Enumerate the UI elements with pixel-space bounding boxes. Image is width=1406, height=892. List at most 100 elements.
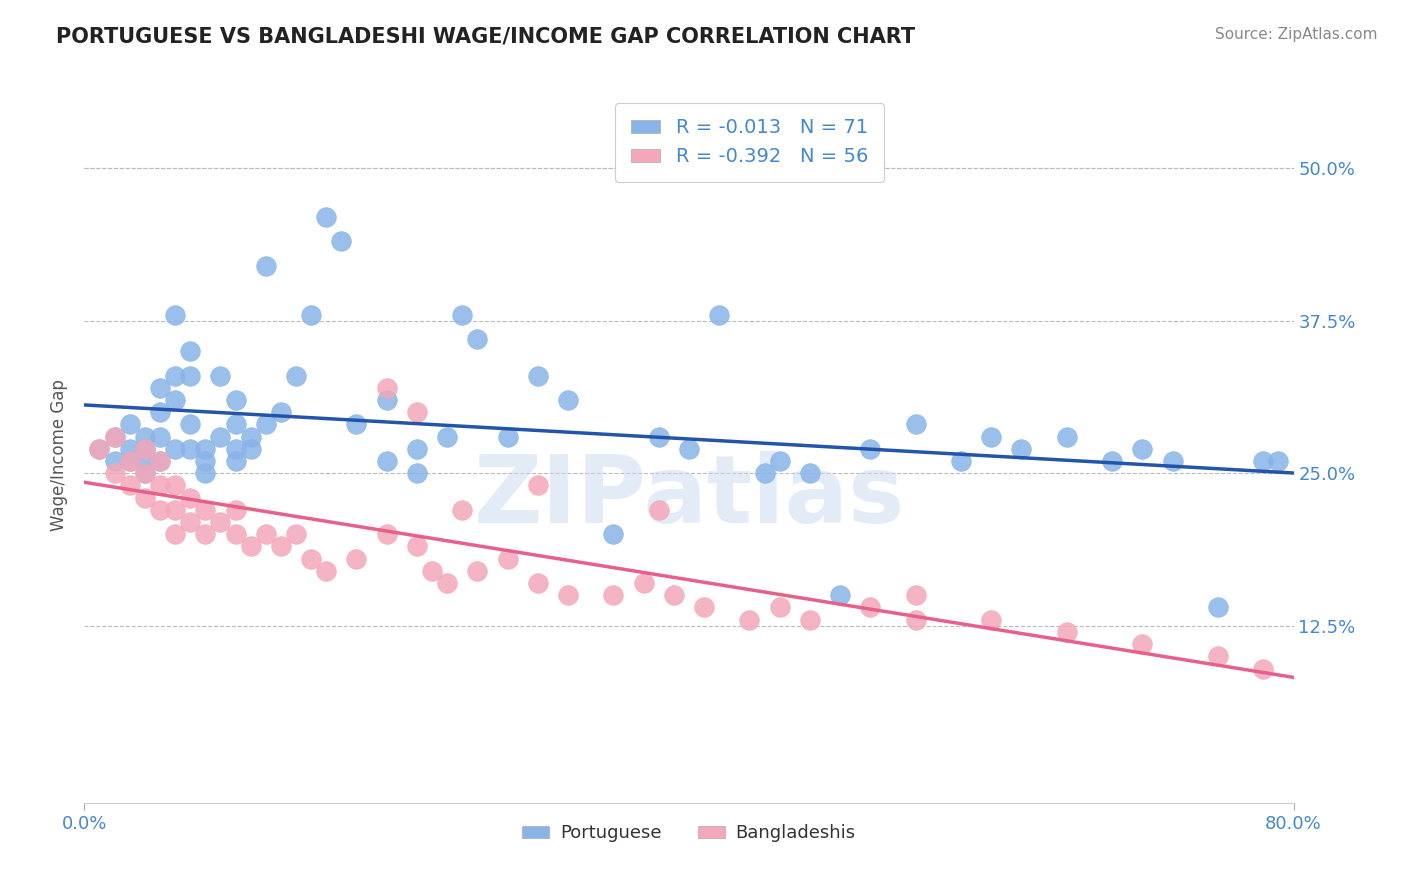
Point xyxy=(270,540,292,554)
Point xyxy=(194,467,217,481)
Point xyxy=(527,368,550,383)
Point xyxy=(134,454,156,468)
Point xyxy=(179,417,201,432)
Point xyxy=(1206,600,1229,615)
Point xyxy=(118,454,141,468)
Point xyxy=(406,442,429,456)
Point xyxy=(118,417,141,432)
Point xyxy=(496,551,519,566)
Point xyxy=(225,442,247,456)
Point xyxy=(134,467,156,481)
Point xyxy=(179,344,201,359)
Point xyxy=(467,564,489,578)
Point xyxy=(1253,454,1275,468)
Point xyxy=(149,381,172,395)
Text: PORTUGUESE VS BANGLADESHI WAGE/INCOME GAP CORRELATION CHART: PORTUGUESE VS BANGLADESHI WAGE/INCOME GA… xyxy=(56,27,915,46)
Point xyxy=(859,442,882,456)
Point xyxy=(557,392,579,407)
Point xyxy=(299,551,322,566)
Point xyxy=(134,491,156,505)
Point xyxy=(799,467,821,481)
Point xyxy=(557,588,579,602)
Text: Source: ZipAtlas.com: Source: ZipAtlas.com xyxy=(1215,27,1378,42)
Point xyxy=(1056,624,1078,639)
Point xyxy=(738,613,761,627)
Point xyxy=(375,454,398,468)
Point xyxy=(904,417,927,432)
Point xyxy=(1130,442,1153,456)
Point xyxy=(118,478,141,492)
Point xyxy=(225,454,247,468)
Point xyxy=(118,454,141,468)
Point xyxy=(1101,454,1123,468)
Point xyxy=(118,442,141,456)
Point xyxy=(270,405,292,419)
Point xyxy=(980,613,1002,627)
Point xyxy=(149,478,172,492)
Point xyxy=(451,308,474,322)
Point xyxy=(602,527,624,541)
Point xyxy=(104,454,127,468)
Point xyxy=(165,368,187,383)
Point xyxy=(209,368,232,383)
Point xyxy=(375,527,398,541)
Point xyxy=(904,588,927,602)
Point xyxy=(315,210,337,224)
Point xyxy=(194,442,217,456)
Point xyxy=(165,442,187,456)
Point xyxy=(239,442,262,456)
Point xyxy=(225,527,247,541)
Point xyxy=(678,442,700,456)
Point xyxy=(1253,661,1275,675)
Point xyxy=(754,467,776,481)
Point xyxy=(375,392,398,407)
Point xyxy=(406,405,429,419)
Point xyxy=(134,442,156,456)
Point xyxy=(375,381,398,395)
Point xyxy=(436,576,458,591)
Point xyxy=(239,540,262,554)
Point xyxy=(769,454,792,468)
Point xyxy=(830,588,852,602)
Point xyxy=(285,527,308,541)
Point xyxy=(980,429,1002,443)
Point xyxy=(1206,649,1229,664)
Point xyxy=(179,515,201,529)
Point xyxy=(149,454,172,468)
Point xyxy=(209,515,232,529)
Point xyxy=(769,600,792,615)
Point xyxy=(134,467,156,481)
Point xyxy=(149,429,172,443)
Point xyxy=(165,478,187,492)
Point xyxy=(165,392,187,407)
Point xyxy=(194,454,217,468)
Point xyxy=(1011,442,1033,456)
Point xyxy=(420,564,443,578)
Point xyxy=(648,503,671,517)
Point xyxy=(406,540,429,554)
Point xyxy=(1056,429,1078,443)
Point xyxy=(496,429,519,443)
Point xyxy=(165,527,187,541)
Point xyxy=(330,235,353,249)
Y-axis label: Wage/Income Gap: Wage/Income Gap xyxy=(49,379,67,531)
Point xyxy=(225,503,247,517)
Point xyxy=(285,368,308,383)
Point xyxy=(799,613,821,627)
Point xyxy=(451,503,474,517)
Point xyxy=(254,259,277,273)
Point xyxy=(709,308,731,322)
Point xyxy=(346,551,368,566)
Point xyxy=(104,429,127,443)
Point xyxy=(194,527,217,541)
Point xyxy=(315,564,337,578)
Point xyxy=(1130,637,1153,651)
Point xyxy=(859,600,882,615)
Point xyxy=(950,454,973,468)
Point xyxy=(225,392,247,407)
Point xyxy=(89,442,111,456)
Legend: Portuguese, Bangladeshis: Portuguese, Bangladeshis xyxy=(515,817,863,849)
Point xyxy=(104,429,127,443)
Point xyxy=(904,613,927,627)
Point xyxy=(89,442,111,456)
